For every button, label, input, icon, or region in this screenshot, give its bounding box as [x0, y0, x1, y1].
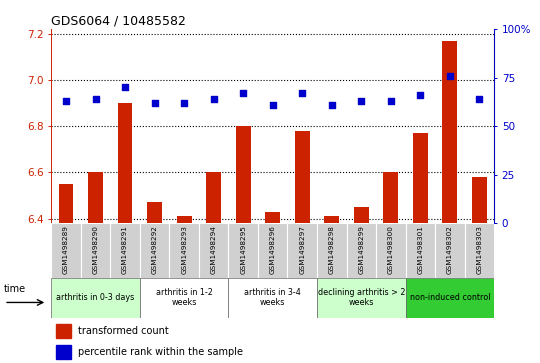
Text: GSM1498294: GSM1498294 — [211, 225, 217, 274]
Bar — [199, 223, 228, 278]
Bar — [177, 216, 192, 223]
Point — [180, 100, 188, 106]
Point — [91, 96, 100, 102]
Text: GSM1498296: GSM1498296 — [269, 225, 276, 274]
Bar — [140, 278, 228, 318]
Bar — [295, 131, 309, 223]
Bar — [442, 41, 457, 223]
Text: non-induced control: non-induced control — [409, 293, 490, 302]
Bar — [56, 324, 71, 338]
Bar — [51, 278, 140, 318]
Point — [416, 92, 424, 98]
Text: GSM1498292: GSM1498292 — [152, 225, 158, 274]
Text: GSM1498291: GSM1498291 — [122, 225, 128, 274]
Bar — [265, 212, 280, 223]
Text: GSM1498300: GSM1498300 — [388, 225, 394, 274]
Point — [62, 98, 70, 104]
Bar — [170, 223, 199, 278]
Bar — [406, 223, 435, 278]
Text: declining arthritis > 2
weeks: declining arthritis > 2 weeks — [318, 288, 405, 307]
Text: GDS6064 / 10485582: GDS6064 / 10485582 — [51, 15, 186, 28]
Point — [121, 84, 130, 90]
Bar — [383, 172, 398, 223]
Point — [239, 90, 247, 96]
Bar — [56, 345, 71, 359]
Bar — [317, 223, 347, 278]
Point — [268, 102, 277, 108]
Bar — [147, 203, 162, 223]
Text: arthritis in 0-3 days: arthritis in 0-3 days — [57, 293, 134, 302]
Bar — [287, 223, 317, 278]
Bar — [472, 177, 487, 223]
Point — [327, 102, 336, 108]
Bar — [110, 223, 140, 278]
Bar — [228, 223, 258, 278]
Point — [446, 73, 454, 78]
Point — [475, 96, 484, 102]
Bar — [88, 172, 103, 223]
Text: GSM1498302: GSM1498302 — [447, 225, 453, 274]
Text: GSM1498303: GSM1498303 — [476, 225, 482, 274]
Bar — [435, 223, 464, 278]
Point — [387, 98, 395, 104]
Point — [210, 96, 218, 102]
Bar — [376, 223, 406, 278]
Text: arthritis in 1-2
weeks: arthritis in 1-2 weeks — [156, 288, 213, 307]
Bar — [236, 126, 251, 223]
Bar — [206, 172, 221, 223]
Text: percentile rank within the sample: percentile rank within the sample — [78, 347, 243, 357]
Text: GSM1498290: GSM1498290 — [92, 225, 99, 274]
Text: GSM1498293: GSM1498293 — [181, 225, 187, 274]
Text: GSM1498295: GSM1498295 — [240, 225, 246, 274]
Point — [298, 90, 307, 96]
Point — [150, 100, 159, 106]
Bar — [317, 278, 406, 318]
Bar — [258, 223, 287, 278]
Text: GSM1498289: GSM1498289 — [63, 225, 69, 274]
Text: time: time — [4, 284, 26, 294]
Text: GSM1498301: GSM1498301 — [417, 225, 423, 274]
Bar — [228, 278, 317, 318]
Bar — [81, 223, 110, 278]
Bar — [51, 223, 81, 278]
Text: transformed count: transformed count — [78, 326, 168, 336]
Text: GSM1498298: GSM1498298 — [329, 225, 335, 274]
Text: GSM1498299: GSM1498299 — [358, 225, 365, 274]
Bar — [354, 207, 369, 223]
Bar — [59, 184, 73, 223]
Bar — [140, 223, 170, 278]
Bar — [464, 223, 494, 278]
Bar — [347, 223, 376, 278]
Point — [357, 98, 366, 104]
Bar — [118, 103, 132, 223]
Bar — [325, 216, 339, 223]
Bar — [413, 133, 428, 223]
Text: GSM1498297: GSM1498297 — [299, 225, 305, 274]
Text: arthritis in 3-4
weeks: arthritis in 3-4 weeks — [244, 288, 301, 307]
Bar — [406, 278, 494, 318]
